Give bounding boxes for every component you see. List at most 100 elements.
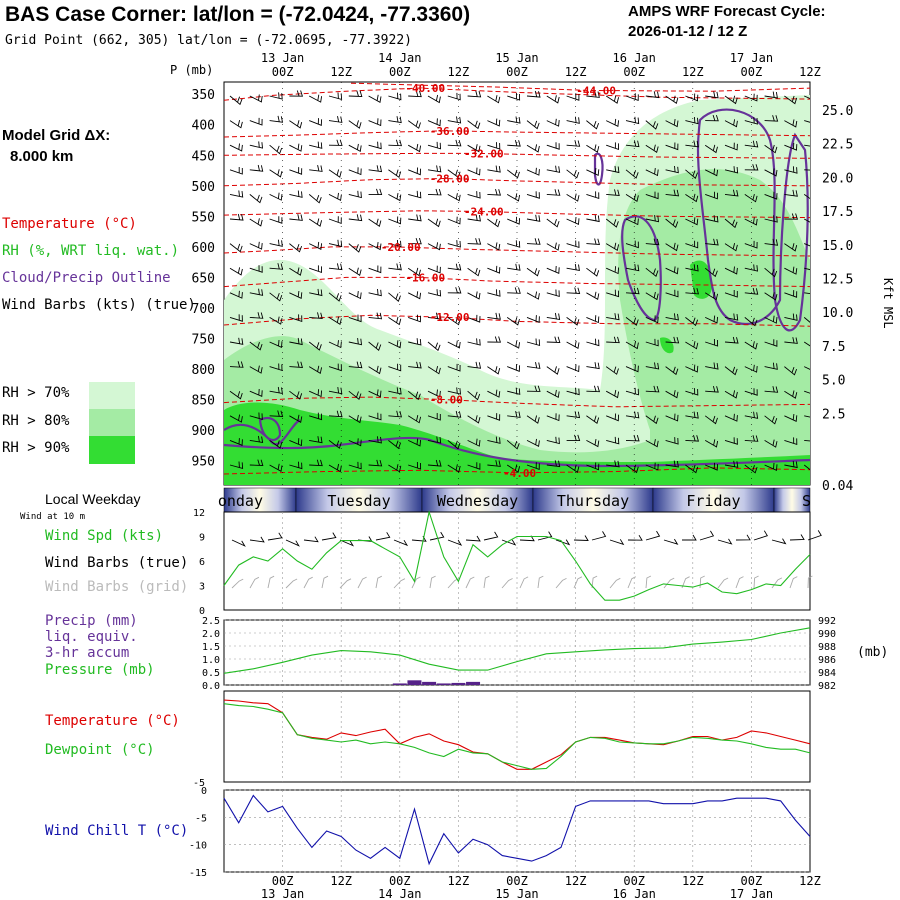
wind-barb xyxy=(467,167,481,176)
wind-barb xyxy=(665,266,679,275)
wind-barb-true xyxy=(537,531,553,541)
height-tick-17.5: 17.5 xyxy=(822,205,853,220)
wind-barb xyxy=(308,194,322,204)
wind-barb-grid xyxy=(249,576,260,589)
height-tick-22.5: 22.5 xyxy=(822,138,853,153)
wind-barb xyxy=(784,313,798,321)
wind-barb xyxy=(784,460,798,469)
precip-bar xyxy=(392,683,407,685)
top-hour-label: 00Z xyxy=(272,65,294,79)
wind-barb xyxy=(546,366,560,375)
legend-rh70-swatch xyxy=(89,382,135,409)
wind-barb xyxy=(348,314,362,323)
wind-barb xyxy=(328,192,342,201)
wind-barb xyxy=(546,436,560,445)
wind-barb xyxy=(744,117,758,125)
wind-barb xyxy=(784,243,798,252)
wind-barb xyxy=(348,361,363,369)
wind-barb xyxy=(606,165,620,174)
wind-barb xyxy=(685,388,699,396)
wind-barb xyxy=(645,238,660,246)
temperature-contour-label: -12.00 xyxy=(430,311,470,324)
wind-barb xyxy=(408,237,422,245)
wind-barb xyxy=(546,289,560,298)
bottom-date-label: 17 Jan xyxy=(730,887,773,900)
wind-barb-true xyxy=(447,539,463,546)
wind-barb xyxy=(724,336,739,344)
wind-barb xyxy=(566,434,581,442)
wind-barb xyxy=(388,193,402,202)
wind-barb-grid xyxy=(393,578,406,589)
wind-barb xyxy=(269,339,283,348)
wind-barb xyxy=(249,141,264,149)
wind-barb xyxy=(744,240,758,249)
wind-barb-true xyxy=(267,532,283,541)
wind-barb-grid xyxy=(789,576,798,589)
dewpoint-line xyxy=(223,703,811,770)
wind-barb xyxy=(229,95,243,106)
wind-barb xyxy=(388,216,402,225)
wind-barb xyxy=(566,263,580,272)
wind-barb xyxy=(348,438,362,447)
wind-barb xyxy=(784,266,798,275)
wind-barb xyxy=(764,168,778,177)
wind-barb xyxy=(606,436,620,445)
wind-barb xyxy=(447,193,461,202)
bottom-hour-label: 12Z xyxy=(565,874,587,888)
wind-barb xyxy=(705,385,719,393)
wind-barb xyxy=(447,263,462,271)
height-tick-7.5: 7.5 xyxy=(822,340,845,355)
wind-barb xyxy=(586,385,601,393)
wind-barb xyxy=(665,95,679,105)
wind-barb xyxy=(407,120,421,129)
wind-barb xyxy=(328,463,342,473)
wind-barb xyxy=(407,415,422,424)
cross-section-frame xyxy=(223,81,811,486)
wind-barb xyxy=(625,217,639,226)
wind-barb xyxy=(427,188,442,196)
wind-barb xyxy=(388,440,402,450)
wind-barb xyxy=(665,313,679,321)
wind-barb xyxy=(427,289,442,297)
wind-barb xyxy=(566,93,580,101)
wind-barb xyxy=(546,142,560,150)
wind-barb xyxy=(705,338,719,347)
wind-barb xyxy=(744,464,758,474)
wind-barb xyxy=(586,439,600,448)
wind-barb xyxy=(308,365,323,375)
wind-barb-grid xyxy=(753,575,759,589)
wind-barb xyxy=(467,314,481,323)
top-hour-label: 12Z xyxy=(565,65,587,79)
wind-barb xyxy=(625,364,639,373)
wind-barb xyxy=(487,265,501,274)
wind-barb xyxy=(447,340,461,349)
weekday-label: Wednesday xyxy=(437,492,518,510)
wind-barb xyxy=(724,366,738,376)
wind-barb xyxy=(744,341,758,350)
wind-barb xyxy=(467,144,481,153)
pressure-tick: 992 xyxy=(818,616,836,627)
wind-barb xyxy=(407,390,421,401)
wind-barb-true xyxy=(393,539,409,547)
pressure-line xyxy=(223,627,811,674)
wind-barb xyxy=(229,290,243,299)
temperature-panel-frame xyxy=(223,690,811,783)
wind-barb xyxy=(447,116,462,124)
wind-barb xyxy=(546,413,560,422)
wind-barb xyxy=(665,390,679,399)
temperature-contour-label: -4.00 xyxy=(503,467,536,480)
height-tick-25.0: 25.0 xyxy=(822,104,853,119)
wind-barb xyxy=(685,116,699,125)
wind-barb xyxy=(487,242,501,251)
wind-barb xyxy=(467,361,482,369)
wind-chill-tick: -15 xyxy=(189,868,207,879)
wind-barb-grid xyxy=(357,576,367,589)
temperature-contour xyxy=(224,467,810,475)
wind-barb xyxy=(506,317,520,326)
grid-point-label: Grid Point (662, 305) lat/lon = (-72.069… xyxy=(5,33,412,48)
wind-barb xyxy=(804,243,810,247)
wind-barb xyxy=(427,265,441,274)
wind-barb xyxy=(388,410,402,418)
wind-barb xyxy=(625,287,640,295)
wind-barb xyxy=(408,461,422,470)
